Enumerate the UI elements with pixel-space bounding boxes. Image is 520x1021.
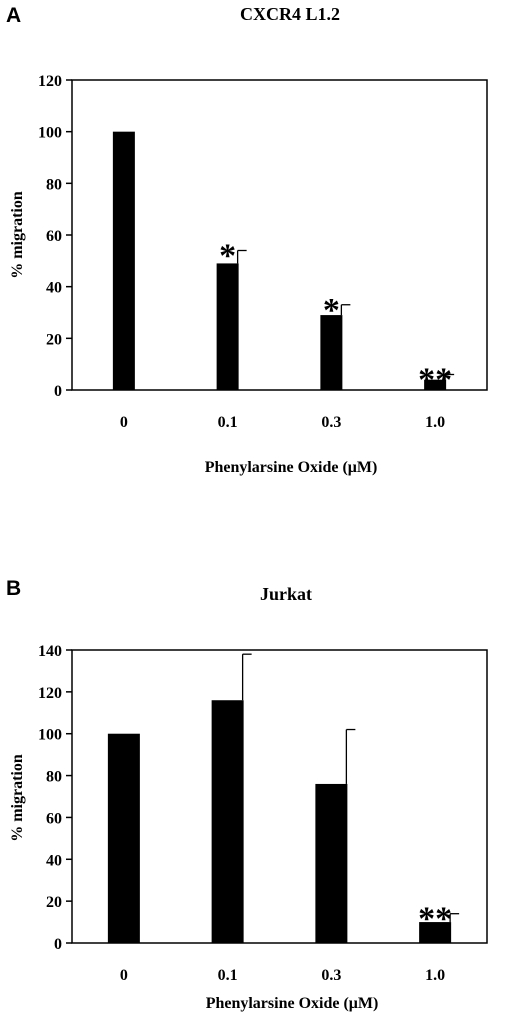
chart-b-ytick-label: 20: [46, 894, 62, 911]
chart-b-ytick-label: 120: [38, 685, 62, 702]
chart-a-ytick-label: 0: [54, 383, 62, 400]
chart-a: CXCR4 L1.2 % migration Phenylarsine Oxid…: [9, 4, 488, 476]
chart-a-category-label: 1.0: [425, 414, 445, 431]
chart-a-bar: [320, 315, 343, 390]
chart-b-title: Jurkat: [260, 584, 312, 604]
chart-a-significance-mark: *: [323, 292, 340, 329]
chart-b-ytick-label: 0: [54, 936, 62, 953]
chart-a-bar: [424, 379, 447, 390]
chart-b-bar: [107, 733, 140, 943]
chart-a-category-label: 0.1: [218, 414, 238, 431]
chart-a-ytick-label: 40: [46, 280, 62, 297]
chart-b-ylabel: % migration: [9, 754, 26, 842]
chart-a-bar: [112, 131, 135, 390]
chart-b: Jurkat % migration Phenylarsine Oxide (μ…: [9, 584, 488, 1012]
panel-b-label: B: [6, 577, 22, 600]
chart-a-bar: [216, 263, 239, 390]
chart-b-significance-mark: **: [418, 901, 452, 938]
chart-b-category-label: 0.3: [321, 967, 341, 984]
chart-b-xlabel: Phenylarsine Oxide (μM): [206, 995, 379, 1012]
chart-b-ytick-label: 140: [38, 643, 62, 660]
chart-b-plot-frame: [71, 649, 488, 944]
chart-b-category-label: 0.1: [218, 967, 238, 984]
chart-a-significance-mark: *: [219, 238, 236, 275]
chart-a-category-label: 0: [120, 414, 128, 431]
chart-a-ytick-label: 80: [46, 176, 62, 193]
chart-b-category-label: 1.0: [425, 967, 445, 984]
chart-a-ytick-label: 20: [46, 331, 62, 348]
chart-b-bar: [419, 922, 452, 943]
chart-a-significance-mark: **: [418, 362, 452, 399]
chart-b-ytick-label: 60: [46, 810, 62, 827]
chart-b-bar: [315, 783, 348, 943]
chart-b-category-label: 0: [120, 967, 128, 984]
chart-a-title: CXCR4 L1.2: [240, 4, 340, 24]
chart-a-category-label: 0.3: [321, 414, 341, 431]
panel-a-label: A: [6, 4, 22, 27]
chart-a-ytick-label: 100: [38, 125, 62, 142]
chart-b-ytick-label: 80: [46, 769, 62, 786]
chart-b-bar: [211, 700, 244, 943]
chart-a-ylabel: % migration: [9, 191, 26, 279]
chart-a-ytick-label: 120: [38, 73, 62, 90]
chart-b-ytick-label: 40: [46, 852, 62, 869]
chart-a-xlabel: Phenylarsine Oxide (μM): [205, 459, 378, 476]
chart-b-ytick-label: 100: [38, 727, 62, 744]
chart-a-ytick-label: 60: [46, 228, 62, 245]
